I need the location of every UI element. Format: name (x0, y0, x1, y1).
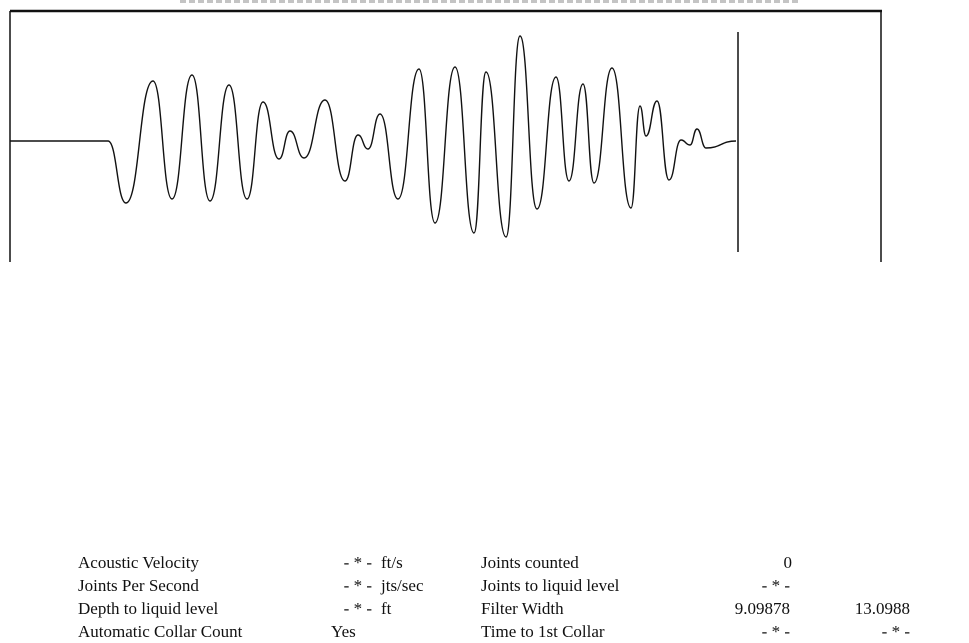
filter-width-label: Filter Width (481, 599, 564, 618)
joints-counted-value: 0 (783, 553, 793, 572)
joints-per-second-unit: jts/sec (381, 576, 424, 595)
acoustic-velocity-label: Acoustic Velocity (78, 553, 200, 572)
depth-to-liquid-level-label: Depth to liquid level (78, 599, 219, 618)
time-to-first-collar-label: Time to 1st Collar (481, 622, 605, 641)
joints-to-liquid-level-value: - * - (761, 576, 790, 595)
cropped-header-text (0, 0, 969, 6)
joints-per-second-label: Joints Per Second (78, 576, 199, 595)
joints-per-second-value: - * - (343, 576, 372, 595)
joints-to-liquid-level-label: Joints to liquid level (481, 576, 620, 595)
time-to-first-collar-value-2: - * - (881, 622, 910, 641)
waveform-svg (9, 9, 882, 262)
automatic-collar-count-value: Yes (331, 622, 356, 641)
depth-to-liquid-level-unit: ft (381, 599, 392, 618)
acoustic-waveform-trace (10, 35, 737, 238)
time-to-first-collar-value-1: - * - (761, 622, 790, 641)
header-text-fragment (180, 0, 800, 3)
filter-width-value-2: 13.0988 (854, 599, 910, 618)
waveform-plot (0, 0, 969, 270)
automatic-collar-count-label: Automatic Collar Count (78, 622, 243, 641)
acoustic-velocity-value: - * - (343, 553, 372, 572)
depth-to-liquid-level-value: - * - (343, 599, 372, 618)
acoustic-velocity-unit: ft/s (381, 553, 403, 572)
filter-width-value-1: 9.09878 (734, 599, 790, 618)
joints-counted-label: Joints counted (481, 553, 579, 572)
